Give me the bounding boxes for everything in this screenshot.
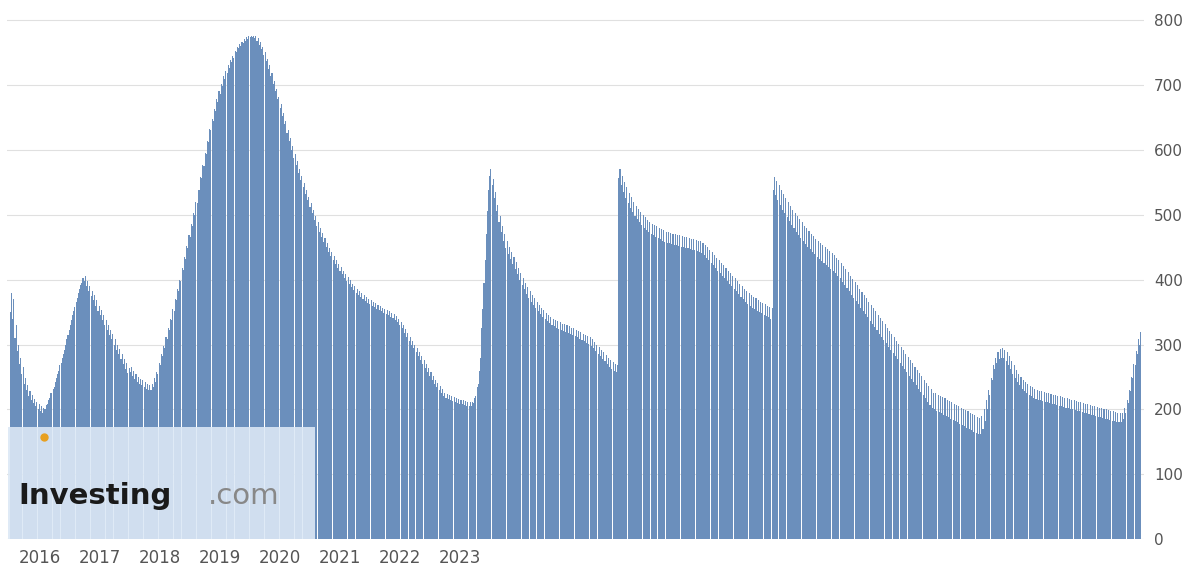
FancyBboxPatch shape	[8, 427, 315, 539]
Text: .com: .com	[208, 482, 280, 510]
Text: Investing: Investing	[18, 482, 171, 510]
